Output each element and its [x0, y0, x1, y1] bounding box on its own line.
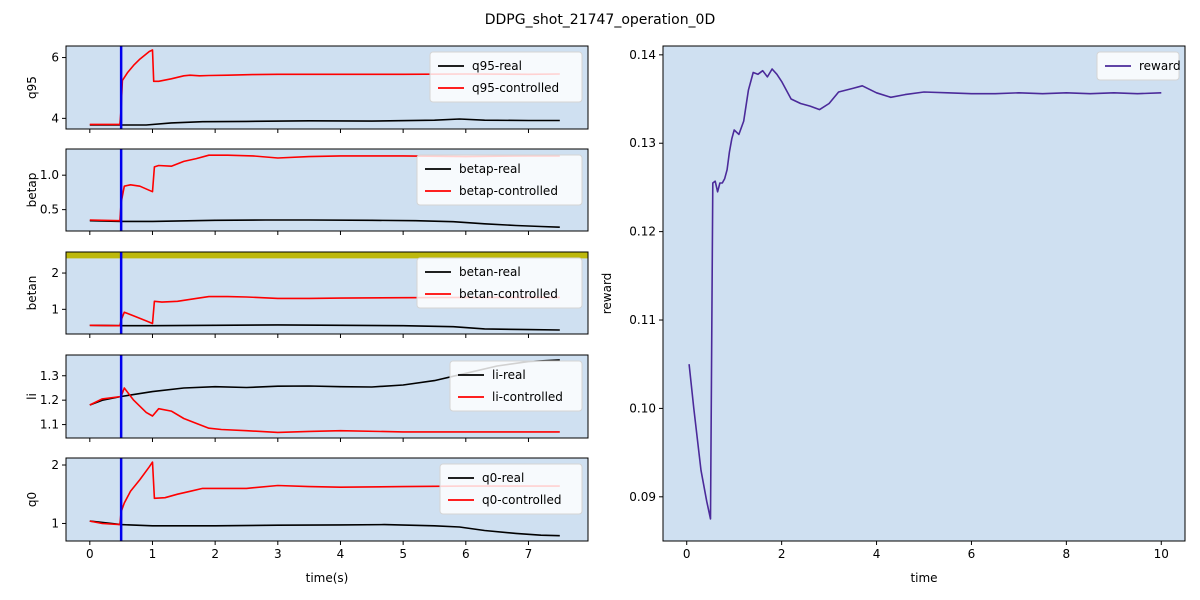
legend-label-li-0: li-real — [492, 368, 526, 382]
plot-marks-betap — [89, 149, 560, 231]
y-tick-label-reward-1: 0.10 — [629, 401, 656, 415]
y-tick-label-li-1: 1.2 — [40, 393, 59, 407]
legend-label-betap-0: betap-real — [459, 162, 521, 176]
legend-box-reward — [1096, 51, 1180, 81]
axes-frame-reward — [662, 45, 1186, 542]
legend-q0: q0-real q0-controlled — [439, 463, 583, 515]
x-tick-label-q0-6: 6 — [462, 547, 470, 561]
subplot-reward: 0 2 4 6 8 10 0.09 0.10 0.11 0.12 0.13 0.14 reward tim… — [600, 45, 1186, 585]
series-line-q0-0 — [89, 520, 560, 537]
legend-label-q95-1: q95-controlled — [472, 81, 559, 95]
y-tick-label-betan-1: 2 — [51, 266, 59, 280]
legend-box-betap — [416, 154, 583, 206]
x-tick-label-reward-2: 4 — [873, 547, 881, 561]
subplot-q95: 4 6 q95 q95-real q95-controlled — [25, 45, 589, 133]
axes-frame-betap — [65, 148, 589, 232]
x-tick-label-reward-0: 0 — [683, 547, 691, 561]
y-tick-label-reward-3: 0.12 — [629, 225, 656, 239]
y-tick-label-q0-1: 2 — [51, 458, 59, 472]
x-tick-label-q0-4: 4 — [337, 547, 345, 561]
legend-box-q0 — [439, 463, 583, 515]
legend-box-betan — [416, 257, 583, 309]
legend-betap: betap-real betap-controlled — [416, 154, 583, 206]
y-axis-label-li: li — [25, 393, 39, 400]
plot-area-reward — [663, 46, 1185, 541]
axes-frame-betan — [65, 251, 589, 335]
series-line-reward-0 — [688, 68, 1162, 520]
x-tick-label-reward-1: 2 — [778, 547, 786, 561]
subplot-li: 1.1 1.2 1.3 li li-real li-controlled — [25, 354, 589, 442]
y-axis-label-betan: betan — [25, 276, 39, 311]
legend-box-li — [449, 360, 583, 412]
series-line-betan-1 — [89, 295, 560, 327]
y-tick-label-q95-1: 6 — [51, 51, 59, 65]
legend-label-reward-0: reward — [1139, 59, 1181, 73]
legend-reward: reward — [1096, 51, 1181, 81]
series-line-betap-0 — [89, 219, 560, 228]
series-line-betan-0 — [89, 324, 560, 331]
plot-marks-betan — [66, 252, 588, 334]
y-tick-label-reward-4: 0.13 — [629, 136, 656, 150]
y-tick-label-betap-1: 1.0 — [40, 168, 59, 182]
legend-box-q95 — [429, 51, 583, 103]
y-tick-label-betan-0: 1 — [51, 302, 59, 316]
legend-betan: betan-real betan-controlled — [416, 257, 583, 309]
axes-frame-q0 — [65, 457, 589, 542]
axes-frame-li — [65, 354, 589, 439]
x-tick-label-q0-0: 0 — [86, 547, 94, 561]
y-tick-label-reward-0: 0.09 — [629, 490, 656, 504]
series-line-betap-1 — [89, 154, 560, 222]
legend-label-li-1: li-controlled — [492, 390, 563, 404]
legend-label-betan-1: betan-controlled — [459, 287, 558, 301]
legend-label-q0-0: q0-real — [482, 471, 524, 485]
series-line-q95-1 — [89, 49, 560, 126]
x-axis-label-q0: time(s) — [306, 571, 349, 585]
x-tick-label-q0-5: 5 — [399, 547, 407, 561]
y-axis-label-betap: betap — [25, 173, 39, 208]
series-line-q95-0 — [89, 118, 560, 126]
y-axis-label-reward: reward — [600, 273, 614, 315]
y-tick-label-q0-0: 1 — [51, 516, 59, 530]
legend-label-betap-1: betap-controlled — [459, 184, 558, 198]
x-tick-label-q0-7: 7 — [525, 547, 533, 561]
subplot-q0: 0 1 2 3 4 5 6 7 1 2 q0 time(s) q0-real q0-controlled — [25, 457, 589, 585]
plot-marks-reward — [688, 68, 1162, 520]
legend-q95: q95-real q95-controlled — [429, 51, 583, 103]
x-tick-label-reward-5: 10 — [1154, 547, 1169, 561]
y-tick-label-betap-0: 0.5 — [40, 203, 59, 217]
series-line-q0-1 — [89, 461, 560, 526]
y-tick-label-li-2: 1.3 — [40, 369, 59, 383]
x-tick-label-reward-4: 8 — [1063, 547, 1071, 561]
plot-marks-q95 — [89, 46, 560, 129]
x-tick-label-q0-3: 3 — [274, 547, 282, 561]
legend-li: li-real li-controlled — [449, 360, 583, 412]
plot-marks-q0 — [89, 458, 560, 541]
x-tick-label-reward-3: 6 — [968, 547, 976, 561]
y-tick-label-reward-2: 0.11 — [629, 313, 656, 327]
x-tick-label-q0-1: 1 — [149, 547, 157, 561]
axes-frame-q95 — [65, 45, 589, 130]
legend-label-q95-0: q95-real — [472, 59, 522, 73]
y-axis-label-q95: q95 — [25, 76, 39, 99]
y-tick-label-li-0: 1.1 — [40, 418, 59, 432]
x-axis-label-reward: time — [910, 571, 937, 585]
y-axis-label-q0: q0 — [25, 492, 39, 507]
legend-label-betan-0: betan-real — [459, 265, 521, 279]
figure-title: DDPG_shot_21747_operation_0D — [485, 12, 716, 28]
y-tick-label-q95-0: 4 — [51, 111, 59, 125]
subplot-betan: 1 2 betan betan-real betan-controlled — [25, 251, 589, 338]
legend-label-q0-1: q0-controlled — [482, 493, 562, 507]
series-line-li-1 — [89, 387, 560, 434]
x-tick-label-q0-2: 2 — [211, 547, 219, 561]
y-tick-label-reward-5: 0.14 — [629, 48, 656, 62]
